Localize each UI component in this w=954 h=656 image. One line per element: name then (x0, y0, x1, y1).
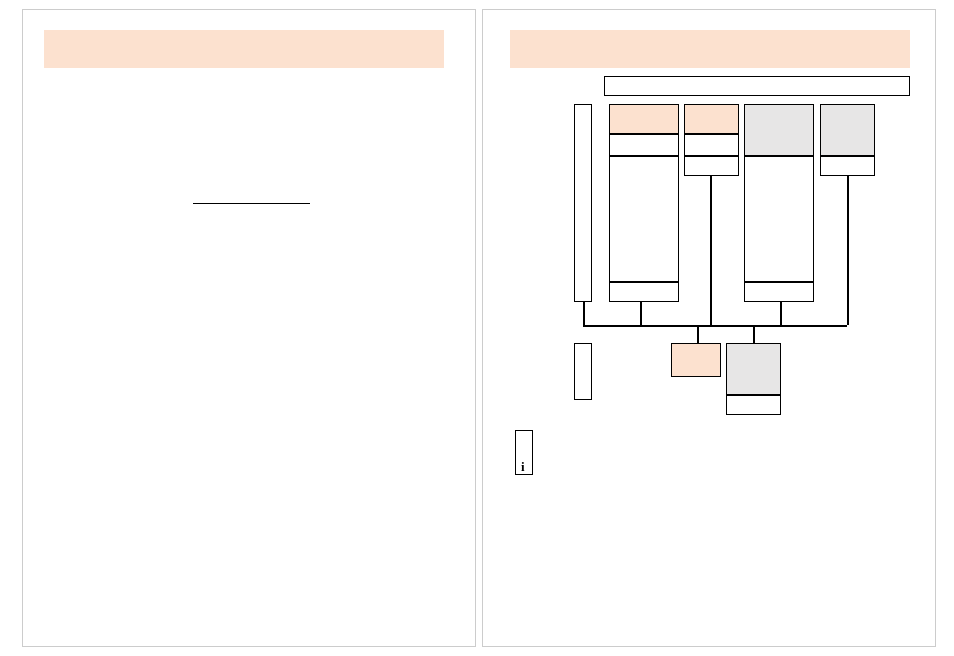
connector-v-6 (753, 325, 755, 343)
col3-foot (744, 282, 814, 302)
result-gray (726, 343, 781, 395)
connector-v-4 (847, 176, 849, 325)
connector-h-1 (193, 203, 310, 204)
connector-v-5 (697, 325, 699, 343)
col2-sub (684, 134, 739, 156)
result-gray-foot (726, 395, 781, 415)
result-peach (671, 343, 721, 377)
col1-head (609, 104, 679, 134)
left-vertical (574, 104, 592, 302)
header-bar-1 (510, 30, 910, 68)
page-outline-0 (22, 9, 476, 647)
connector-v-2 (710, 176, 712, 325)
small-left (574, 343, 592, 400)
top-wide (604, 76, 910, 96)
info-i-glyph: i (521, 459, 525, 475)
connector-v-0 (583, 302, 585, 325)
col1-body (609, 156, 679, 282)
col2-foot (684, 156, 739, 176)
col4-head (820, 104, 875, 156)
header-bar-0 (44, 30, 444, 68)
col3-body (744, 156, 814, 282)
col1-foot (609, 282, 679, 302)
connector-v-3 (780, 302, 782, 325)
page-root: i (0, 0, 954, 656)
col4-foot (820, 156, 875, 176)
col1-sub (609, 134, 679, 156)
col3-head (744, 104, 814, 156)
col2-head (684, 104, 739, 134)
connector-v-1 (640, 302, 642, 325)
connector-h-0 (583, 325, 847, 327)
